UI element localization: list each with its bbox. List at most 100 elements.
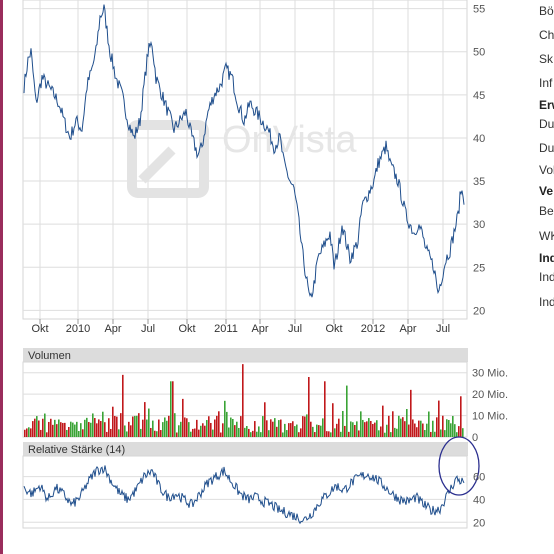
page-accent-bar — [0, 0, 3, 554]
volume-y-tick-label: 10 Mio. — [472, 411, 508, 423]
volume-bar — [262, 416, 264, 437]
volume-bar — [320, 425, 322, 437]
volume-bar — [194, 428, 196, 437]
volume-bar — [30, 428, 32, 437]
volume-bar — [342, 410, 344, 437]
volume-bar — [42, 418, 44, 437]
volume-bar — [134, 415, 136, 437]
volume-bar — [178, 425, 180, 437]
volume-bar — [98, 419, 100, 437]
volume-bar — [370, 421, 372, 437]
volume-bar — [392, 411, 394, 437]
volume-bar — [266, 420, 268, 437]
price-x-tick-label: Jul — [141, 323, 155, 335]
volume-bar — [180, 421, 182, 437]
price-y-axis: 55 50 45 40 35 30 25 20 — [473, 4, 485, 318]
volume-bar — [236, 421, 238, 437]
price-x-tick-label: 2012 — [361, 323, 385, 335]
volume-bar — [306, 414, 308, 437]
volume-bar — [458, 426, 460, 437]
volume-bar — [230, 417, 232, 437]
volume-bar — [382, 405, 384, 437]
volume-bar — [62, 422, 64, 437]
volume-bar — [460, 396, 462, 437]
volume-bar — [338, 418, 340, 437]
watermark-text: OnVista — [222, 119, 357, 161]
sidebar-row-label: Inf — [539, 76, 553, 90]
volume-bar — [348, 431, 350, 437]
volume-bar — [366, 421, 368, 437]
volume-bar — [324, 381, 326, 437]
volume-bar — [406, 409, 408, 437]
volume-bar — [40, 429, 42, 437]
price-plot-area — [22, 0, 468, 320]
volume-bar — [182, 398, 184, 437]
volume-bar — [104, 422, 106, 437]
price-y-tick-label: 50 — [473, 47, 485, 59]
volume-bar — [204, 425, 206, 437]
price-x-tick-label: Jul — [436, 323, 450, 335]
volume-bar — [244, 427, 246, 437]
volume-bar — [258, 426, 260, 437]
volume-bar — [64, 422, 66, 437]
volume-bar — [94, 418, 96, 437]
sidebar-row-label: Ind — [539, 270, 554, 284]
volume-bar — [138, 413, 140, 437]
rsi-panel: Relative Stärke (14) 60 40 20 — [22, 436, 485, 529]
volume-bar — [344, 425, 346, 437]
volume-bar — [54, 419, 56, 437]
volume-bar — [296, 424, 298, 437]
volume-bar — [318, 425, 320, 437]
volume-bar — [450, 423, 452, 437]
volume-bar — [336, 423, 338, 437]
price-x-tick-label: Apr — [104, 323, 121, 335]
volume-bar — [210, 422, 212, 437]
volume-bar — [90, 422, 92, 437]
volume-bar — [256, 431, 258, 437]
volume-bar — [52, 424, 54, 437]
volume-bar — [100, 421, 102, 437]
volume-bar — [278, 420, 280, 437]
volume-bar — [198, 429, 200, 437]
volume-bar — [28, 427, 30, 437]
volume-bar — [272, 421, 274, 437]
volume-bar — [444, 430, 446, 437]
volume-bar — [330, 432, 332, 437]
sidebar-row-label: Sk — [539, 52, 554, 66]
volume-bar — [112, 406, 114, 437]
volume-bar — [316, 424, 318, 437]
volume-bar — [420, 420, 422, 437]
volume-bar — [46, 432, 48, 437]
onvista-watermark: OnVista — [127, 119, 357, 198]
volume-bar — [286, 430, 288, 437]
volume-bar — [340, 431, 342, 437]
volume-bar — [200, 425, 202, 437]
volume-bar — [376, 420, 378, 437]
volume-bar — [242, 364, 244, 437]
sidebar-row-label: Erw — [539, 98, 554, 112]
volume-bar — [428, 411, 430, 437]
volume-bar — [158, 419, 160, 437]
sidebar-row-label: Du — [539, 141, 554, 155]
volume-bar — [398, 415, 400, 437]
volume-panel: Volumen 30 Mio. 20 Mio. 10 Mio. 0 — [22, 348, 508, 444]
volume-bar — [346, 385, 348, 437]
volume-bar — [384, 432, 386, 437]
volume-bar — [350, 421, 352, 437]
volume-bar — [368, 418, 370, 437]
volume-bar — [372, 423, 374, 437]
volume-bar — [292, 421, 294, 437]
volume-bar — [280, 419, 282, 437]
watermark-logo-icon — [127, 120, 209, 198]
watermark-arrow-icon — [138, 146, 176, 184]
volume-title-bar — [23, 348, 468, 362]
volume-bar — [88, 422, 90, 437]
volume-bar — [162, 422, 164, 437]
volume-bar — [160, 430, 162, 437]
volume-bar — [436, 417, 438, 437]
volume-bar — [220, 432, 222, 437]
volume-bar — [170, 381, 172, 437]
volume-bar — [312, 426, 314, 437]
volume-y-tick-label: 20 Mio. — [472, 389, 508, 401]
